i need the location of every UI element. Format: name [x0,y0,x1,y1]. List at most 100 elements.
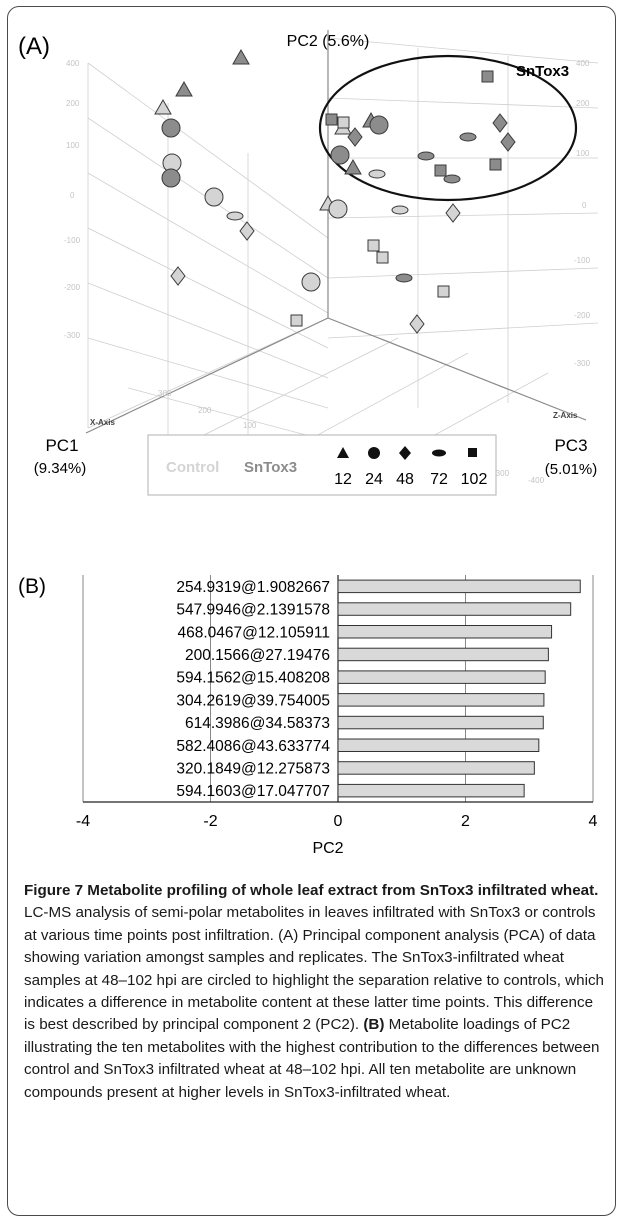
svg-text:200: 200 [66,99,80,108]
sntox3-highlight-ellipse [318,54,578,202]
bar [337,670,546,684]
point-sntox3-12 [175,80,193,97]
bar [337,715,544,730]
svg-text:-200: -200 [64,283,81,292]
point-sntox3-72 [459,132,477,142]
bar-category-label: 304.2619@39.754005 [176,692,330,709]
bar-tick-label: 4 [589,813,598,830]
svg-text:300: 300 [158,389,172,398]
point-sntox3-24 [369,115,389,135]
point-sntox3-12 [344,158,362,175]
bar-tick-labels: -4 -2 0 2 4 [76,813,598,830]
pc3-axis-label: PC3 [554,436,587,455]
legend-sntox3-label: SnTox3 [244,459,297,476]
point-sntox3-12 [232,48,250,65]
bar-category-label: 254.9319@1.9082667 [176,579,330,596]
sntox3-circle-label: SnTox3 [516,63,569,80]
point-sntox3-48 [492,113,508,133]
point-sntox3-102 [434,164,447,177]
legend-circle-icon [368,447,380,459]
legend-control-label: Control [166,459,219,476]
svg-text:-300: -300 [64,331,81,340]
caption-title: Figure 7 Metabolite profiling of whole l… [24,882,599,899]
point-control-72 [226,211,244,221]
legend-ellipse-icon [432,449,446,457]
panel-b-label: (B) [18,575,46,598]
point-control-102 [290,314,303,327]
point-sntox3-24 [330,145,350,165]
pca-points [154,48,516,334]
bar [337,602,572,616]
bar-tick-label: 0 [334,813,343,830]
bar-category-labels: 254.9319@1.9082667 547.9946@2.1391578 468.… [176,579,330,800]
point-sntox3-102 [325,113,338,126]
legend-timepoint-102: 102 [461,471,488,488]
caption-body-a: LC-MS analysis of semi-polar metabolites… [24,904,604,1034]
legend-square-icon [468,448,477,457]
bar-x-axis-label: PC2 [312,840,343,857]
svg-text:400: 400 [576,59,590,68]
point-control-102 [367,239,380,252]
bar-category-label: 468.0467@12.105911 [177,624,330,641]
svg-text:400: 400 [66,59,80,68]
point-control-102 [376,251,389,264]
legend-diamond-icon [399,446,411,460]
svg-text:-300: -300 [574,359,591,368]
bar-marks [337,579,581,798]
legend-timepoint-24: 24 [365,471,383,488]
bar [337,738,540,752]
bar [337,647,549,662]
pc2-axis-label: PC2 (5.6%) [287,33,370,50]
point-sntox3-48 [500,132,516,152]
panel-a-label: (A) [18,33,50,60]
point-sntox3-72 [443,174,461,184]
point-control-48 [239,221,255,241]
caption-body-b: Metabolite loadings of PC2 illustrating … [24,1016,600,1101]
pca-legend: Control SnTox3 12 24 48 72 102 [147,434,497,496]
bar [337,579,581,594]
svg-text:100: 100 [243,421,257,430]
bar [337,783,525,798]
bar-category-label: 200.1566@27.19476 [185,647,330,664]
point-control-48 [409,314,425,334]
legend-timepoint-48: 48 [396,471,414,488]
bar [337,761,535,775]
bar-category-label: 594.1562@15.408208 [176,670,330,687]
bar [337,693,545,707]
bar-category-label: 582.4086@43.633774 [176,738,330,755]
bar-tick-label: 2 [461,813,470,830]
point-sntox3-24 [161,118,181,138]
bar [337,625,553,639]
point-sntox3-72 [395,273,413,283]
svg-text:200: 200 [198,406,212,415]
bar-category-label: 547.9946@2.1391578 [176,602,330,619]
point-control-24 [301,272,321,292]
point-control-72 [391,205,409,215]
svg-text:-100: -100 [574,256,591,265]
point-control-48 [170,266,186,286]
pca-axes [85,30,587,434]
svg-text:-200: -200 [574,311,591,320]
point-sntox3-72 [417,151,435,161]
svg-text:0: 0 [70,191,75,200]
svg-text:0: 0 [582,201,587,210]
point-control-24 [204,187,224,207]
point-control-102 [437,285,450,298]
pc2-loadings-chart: (B) 254.9319@1.9082667 547.9946@2.1391578… [18,575,598,857]
pca-plot: 400 200 100 0 -100 -200 -300 400 200 100 0 -100 -… [18,30,599,496]
legend-timepoint-12: 12 [334,471,352,488]
pc1-percent-label: (9.34%) [34,460,87,477]
bar-tick-label: -2 [203,813,217,830]
caption-b-label: (B) [363,1016,385,1034]
z-axis-tag: Z-Axis [553,411,578,420]
point-sntox3-24 [161,168,181,188]
bar-category-label: 594.1603@17.047707 [176,783,330,800]
point-control-102 [337,116,350,129]
svg-text:100: 100 [66,141,80,150]
point-sntox3-48 [347,127,363,147]
pc3-percent-label: (5.01%) [545,461,598,478]
legend-timepoint-72: 72 [430,471,448,488]
point-control-12 [154,98,172,115]
legend-box [147,434,497,496]
point-sntox3-102 [489,158,502,171]
